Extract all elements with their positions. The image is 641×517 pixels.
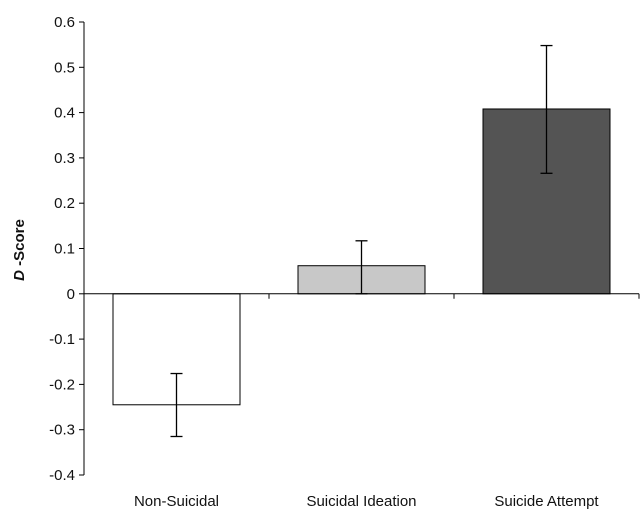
y-tick-label: -0.3 [49,422,75,439]
y-tick-label: -0.1 [49,331,75,348]
y-axis-title: D -Score [11,219,28,281]
x-axis: Non-Suicidal Suicidal Ideation Suicide Att… [83,293,640,510]
y-tick-label: 0.6 [54,14,75,31]
y-tick-label: 0.5 [54,59,75,76]
x-category-label: Non-Suicidal [134,493,219,510]
y-tick-label: -0.2 [49,376,75,393]
y-axis: 0.6 0.5 0.4 0.3 0.2 0.1 0 -0.1 -0.2 -0.3 -0.4 [49,14,85,484]
y-tick-label: -0.4 [49,467,75,484]
x-category-label: Suicide Attempt [494,493,599,510]
y-tick-label: 0.1 [54,241,75,258]
y-tick-label: 0 [67,286,75,303]
y-tick-label: 0.2 [54,195,75,212]
y-tick-label: 0.4 [54,105,75,122]
y-tick-label: 0.3 [54,150,75,167]
x-category-label: Suicidal Ideation [306,493,416,510]
